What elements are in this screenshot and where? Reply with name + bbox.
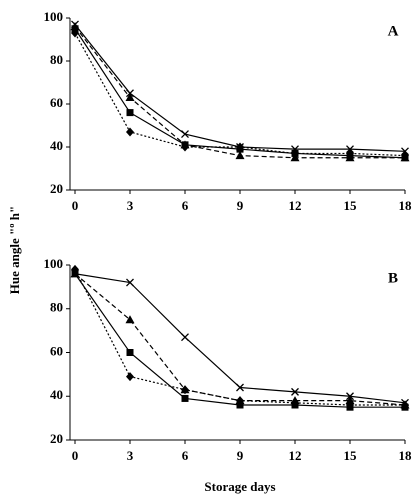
series-line (74, 28, 406, 159)
marker (126, 109, 134, 117)
x-tick-label: 18 (399, 448, 413, 463)
x-tick-label: 12 (289, 198, 302, 213)
series-line (74, 26, 405, 159)
series-line (74, 32, 406, 157)
series-line (74, 24, 406, 152)
marker (181, 385, 189, 395)
x-tick-label: 6 (182, 198, 189, 213)
x-tick-label: 0 (72, 448, 79, 463)
series-line (74, 269, 405, 406)
marker (71, 25, 79, 33)
y-axis-label: Hue angle "º h" (7, 206, 22, 294)
x-tick-label: 18 (399, 198, 413, 213)
panel-label: B (388, 270, 398, 286)
marker (236, 401, 244, 409)
y-tick-label: 20 (50, 431, 63, 446)
x-tick-label: 9 (237, 448, 244, 463)
x-tick-label: 15 (344, 198, 358, 213)
y-tick-label: 80 (50, 52, 63, 67)
marker (235, 151, 245, 160)
y-tick-label: 100 (44, 256, 64, 271)
marker (401, 154, 409, 162)
marker (126, 278, 134, 287)
x-tick-label: 3 (127, 448, 134, 463)
x-tick-label: 12 (289, 448, 302, 463)
marker (346, 152, 354, 160)
y-tick-label: 60 (50, 95, 63, 110)
series-line (74, 273, 406, 404)
y-tick-label: 100 (44, 9, 64, 24)
x-tick-label: 0 (72, 198, 79, 213)
y-tick-label: 20 (50, 181, 63, 196)
x-tick-label: 6 (182, 448, 189, 463)
marker (291, 401, 299, 409)
marker (181, 333, 189, 342)
x-tick-label: 3 (127, 198, 134, 213)
marker (236, 145, 244, 153)
y-tick-label: 80 (50, 300, 63, 315)
marker (346, 403, 354, 411)
marker (126, 349, 134, 356)
marker (126, 372, 134, 382)
marker (345, 396, 355, 405)
series-line (74, 273, 406, 406)
panel-label: A (388, 23, 399, 39)
x-tick-label: 15 (344, 448, 358, 463)
x-tick-label: 9 (237, 198, 244, 213)
marker (125, 315, 135, 324)
marker (181, 141, 189, 149)
marker (181, 394, 189, 402)
marker (181, 130, 189, 139)
y-tick-label: 40 (50, 387, 63, 402)
marker (291, 149, 299, 157)
marker (71, 270, 79, 278)
marker (291, 387, 299, 396)
x-axis-label: Storage days (204, 479, 275, 494)
y-tick-label: 40 (50, 138, 63, 153)
marker (236, 383, 244, 392)
marker (401, 403, 409, 411)
y-tick-label: 60 (50, 343, 63, 358)
marker (125, 93, 135, 102)
marker (126, 127, 134, 137)
